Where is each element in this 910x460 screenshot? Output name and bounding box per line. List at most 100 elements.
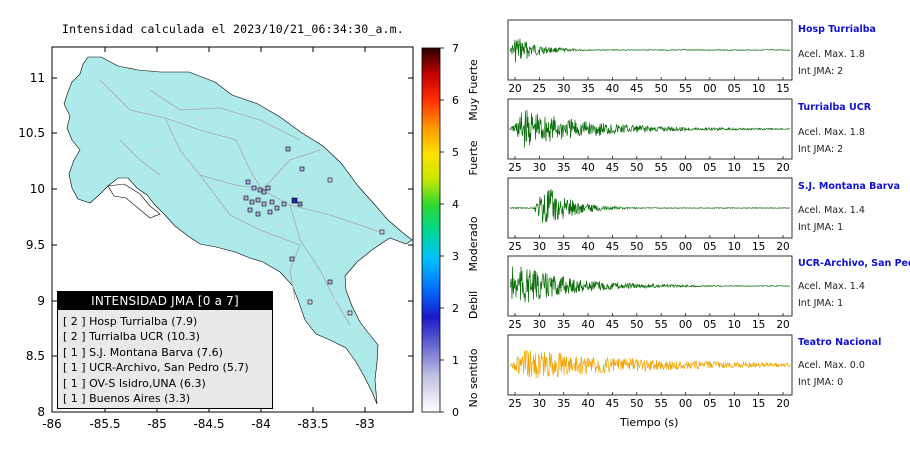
lon-tick-label: -85.5 [89, 417, 120, 431]
waveform-accel-max: Acel. Max. 1.4 [798, 205, 865, 216]
colorbar-label-debil: Debil [467, 291, 480, 319]
waveform-tick-label: 45 [630, 83, 643, 95]
waveform-int-jma: Int JMA: 1 [798, 222, 844, 233]
costa-rica-landmass [63, 56, 413, 405]
waveform-trace [509, 109, 791, 148]
colorbar-tick: 4 [452, 198, 459, 211]
colorbar-tick: 3 [452, 250, 459, 263]
waveform-tick-label: 25 [508, 241, 521, 253]
waveform-tick-label: 40 [581, 162, 594, 174]
waveform-tick-label: 55 [654, 319, 667, 331]
waveform-tick-label: 35 [557, 241, 570, 253]
waveform-tick-label: 05 [728, 83, 741, 95]
colorbar-label-fuerte: Fuerte [467, 140, 480, 175]
waveform-trace [509, 350, 791, 379]
waveform-int-jma: Int JMA: 2 [798, 66, 844, 77]
waveform-tick-label: 20 [776, 319, 789, 331]
waveform-panels: 20 25 30 35 40 45 50 55 00 05 10 15 25 30 35 40 45 50 55 00… [507, 19, 793, 410]
lat-tick-label: 8 [37, 405, 45, 419]
waveform-station-name: Hosp Turrialba [798, 24, 876, 35]
intensity-legend: INTENSIDAD JMA [0 a 7] [ 2 ] Hosp Turria… [57, 291, 273, 409]
waveform-station-name: Turrialba UCR [798, 102, 872, 113]
waveform-tick-label: 50 [654, 83, 667, 95]
waveform-tick-label: 35 [557, 319, 570, 331]
colorbar-tick: 1 [452, 354, 459, 367]
waveform-tick-label: 25 [508, 398, 521, 410]
waveform-tick-label: 45 [606, 162, 619, 174]
waveform-tick-label: 15 [776, 83, 789, 95]
waveform-tick-label: 30 [533, 241, 546, 253]
waveform-tick-label: 35 [557, 162, 570, 174]
waveform-trace [509, 189, 791, 223]
waveform-tick-label: 00 [679, 162, 692, 174]
waveform-trace [509, 266, 791, 303]
legend-item: [ 1 ] Buenos Aires (3.3) [63, 392, 191, 406]
waveform-tick-label: 30 [557, 83, 570, 95]
waveform-tick-label: 40 [581, 398, 594, 410]
waveform-tick-label: 20 [776, 398, 789, 410]
waveform-int-jma: Int JMA: 0 [798, 377, 844, 388]
waveform-tick-label: 50 [630, 398, 643, 410]
colorbar-tick: 6 [452, 94, 459, 107]
waveform-tick-label: 35 [581, 83, 594, 95]
lat-tick-label: 8.5 [26, 349, 45, 363]
waveform-tick-label: 30 [533, 162, 546, 174]
waveform-tick-label: 35 [557, 398, 570, 410]
lon-tick-label: -86 [42, 417, 62, 431]
waveform-tick-label: 50 [630, 162, 643, 174]
waveform-trace [509, 38, 791, 63]
waveform-tick-label: 45 [606, 319, 619, 331]
waveform-tick-label: 00 [679, 241, 692, 253]
legend-heading: INTENSIDAD JMA [0 a 7] [58, 292, 272, 310]
waveform-tick-label: 05 [703, 319, 716, 331]
waveform-accel-max: Acel. Max. 1.8 [798, 49, 865, 60]
waveform-tick-label: 00 [679, 398, 692, 410]
lon-tick-label: -84.5 [193, 417, 224, 431]
waveform-tick-label: 40 [581, 241, 594, 253]
lon-tick-label: -83.5 [297, 417, 328, 431]
waveform-tick-label: 20 [776, 241, 789, 253]
waveform-tick-label: 45 [606, 398, 619, 410]
waveform-station-name: Teatro Nacional [798, 337, 882, 348]
waveform-tick-label: 10 [728, 319, 741, 331]
waveform-tick-label: 20 [508, 83, 521, 95]
waveform-tick-label: 15 [752, 398, 765, 410]
waveform-tick-label: 05 [703, 398, 716, 410]
waveform-tick-label: 10 [752, 83, 765, 95]
waveform-tick-label: 15 [752, 241, 765, 253]
colorbar-tick: 5 [452, 146, 459, 159]
waveform-tick-label: 55 [654, 162, 667, 174]
waveform-tick-label: 15 [752, 319, 765, 331]
waveform-tick-label: 20 [776, 162, 789, 174]
waveform-tick-label: 40 [606, 83, 619, 95]
legend-item: [ 1 ] S.J. Montana Barva (7.6) [63, 345, 223, 359]
colorbar-label-moderado: Moderado [467, 216, 480, 271]
waveform-tick-label: 30 [533, 319, 546, 331]
waveform-tick-label: 30 [533, 398, 546, 410]
waveform-tick-label: 55 [654, 241, 667, 253]
waveform-tick-label: 05 [703, 162, 716, 174]
waveform-station-name: S.J. Montana Barva [798, 181, 901, 192]
lon-tick-label: -85 [147, 417, 167, 431]
lon-tick-label: -83 [355, 417, 375, 431]
colorbar-tick: 0 [452, 406, 459, 419]
waveform-tick-label: 25 [533, 83, 546, 95]
lat-tick-label: 11 [30, 71, 45, 85]
waveform-tick-label: 55 [654, 398, 667, 410]
waveform-tick-label: 10 [728, 398, 741, 410]
waveform-accel-max: Acel. Max. 1.8 [798, 127, 865, 138]
colorbar-tick: 2 [452, 302, 459, 315]
legend-item: [ 2 ] Turrialba UCR (10.3) [63, 330, 200, 344]
waveform-tick-label: 00 [679, 319, 692, 331]
waveform-station-name: UCR-Archivo, San Pedro [798, 258, 910, 269]
lat-tick-label: 9.5 [26, 238, 45, 252]
lat-tick-label: 10 [30, 182, 45, 196]
waveform-tick-label: 25 [508, 162, 521, 174]
waveform-tick-label: 45 [606, 241, 619, 253]
legend-item: [ 1 ] UCR-Archivo, San Pedro (5.7) [63, 361, 249, 375]
waveform-tick-label: 50 [630, 319, 643, 331]
waveform-tick-label: 00 [703, 83, 716, 95]
waveform-tick-label: 10 [728, 162, 741, 174]
colorbar-label-no-sentido: No sentido [467, 348, 480, 407]
waveform-tick-label: 40 [581, 319, 594, 331]
